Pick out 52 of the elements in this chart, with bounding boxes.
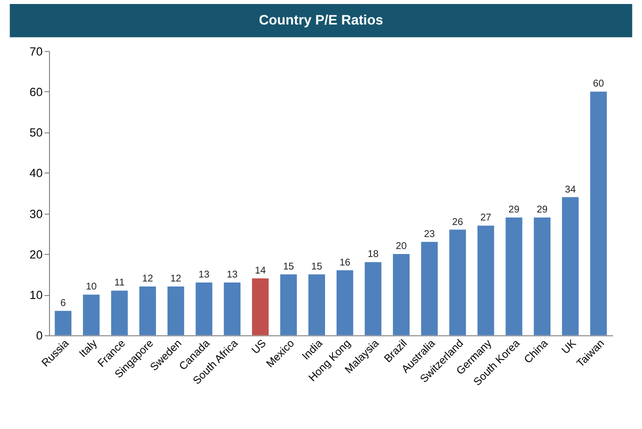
data-label: 60 [593,78,604,90]
x-tick-label: UK [560,336,580,357]
data-label: 15 [283,261,295,272]
bar [54,310,72,336]
y-tick-label: 0 [36,330,44,343]
bar [196,282,212,336]
y-tick-label: 40 [30,167,44,180]
y-tick-label: 70 [30,45,44,58]
y-tick-label: 30 [30,208,44,221]
data-label: 13 [198,270,210,281]
data-label: 15 [311,261,323,272]
bar [280,274,297,336]
bar [477,226,494,336]
bar [534,217,550,336]
y-tick-label: 50 [30,126,44,140]
data-label: 20 [396,241,408,252]
data-label: 12 [170,274,182,285]
bar [252,278,269,336]
bar [139,286,156,336]
y-tick-label: 60 [30,86,44,100]
data-label: 14 [254,265,266,276]
y-tick-label: 10 [30,289,44,302]
bar [167,286,184,336]
data-label: 16 [339,257,351,268]
bar [392,254,410,336]
bar [336,270,354,336]
data-label: 29 [508,204,520,216]
data-label: 26 [452,216,464,228]
data-label: 11 [114,278,125,289]
data-label: 23 [424,228,436,240]
bar [562,197,579,336]
bar [590,92,607,336]
data-label: 34 [564,184,576,196]
data-label: 6 [60,298,66,309]
bar [308,274,326,336]
x-tick-label: Italy [77,337,100,360]
bar [449,230,466,336]
data-label: 29 [536,204,548,216]
data-label: 12 [142,274,154,285]
y-tick-label: 20 [30,248,44,262]
x-tick-label: US [250,338,269,357]
data-label: 10 [86,282,98,293]
bar [364,262,382,336]
data-label: 18 [368,249,380,260]
data-label: 13 [226,270,238,281]
chart-title: Country P/E Ratios [258,12,384,28]
bar [82,294,100,336]
bar [421,242,438,336]
bar [506,217,522,336]
bar [224,282,241,336]
bar [111,290,128,336]
data-label: 27 [480,212,492,224]
